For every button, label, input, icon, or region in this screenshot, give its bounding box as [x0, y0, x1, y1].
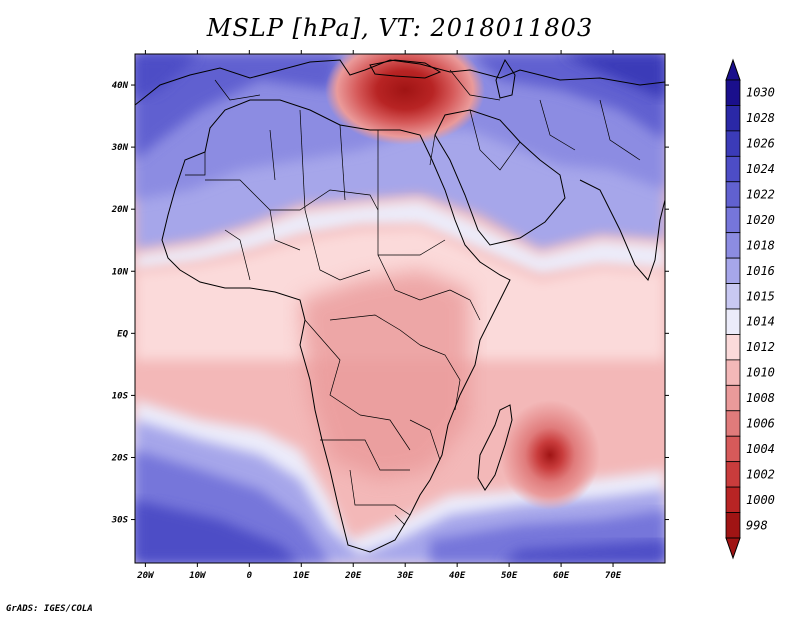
- colorbar-label: 1002: [746, 467, 775, 481]
- lon-tick-label: 0: [247, 571, 253, 581]
- caspian-coastline: [495, 58, 516, 99]
- colorbar-label: 1020: [746, 213, 775, 227]
- lon-tick-label: 60E: [553, 571, 570, 581]
- colorbar-swatch: [725, 435, 741, 463]
- lat-tick-label: 20N: [111, 205, 129, 215]
- colorbar-swatch: [725, 486, 741, 513]
- lat-tick-label: 30S: [111, 516, 129, 526]
- colorbar-swatch: [725, 334, 741, 361]
- colorbar-swatch: [725, 79, 741, 106]
- lon-tick-label: 10W: [189, 571, 207, 581]
- coastlines: [135, 58, 665, 553]
- colorbar-swatch: [725, 181, 741, 208]
- lon-tick-label: 40E: [449, 571, 466, 581]
- colorbar-label: 1022: [746, 188, 775, 202]
- chart-title: MSLP [hPa], VT: 2018011803: [206, 14, 594, 42]
- colorbar-label: 1015: [746, 289, 775, 303]
- colorbar-swatch: [725, 155, 741, 183]
- lon-tick-label: 70E: [605, 571, 622, 581]
- colorbar-top-arrow: [725, 58, 741, 81]
- colorbar-label: 1008: [746, 391, 775, 405]
- colorbar-label: 1028: [746, 111, 775, 125]
- colorbar-swatch: [725, 359, 741, 386]
- colorbar-label: 998: [746, 518, 768, 532]
- map-frame: [134, 53, 666, 564]
- colorbar: 1030 1028 1026 1024 1022 1020 1018 1016 1015 1014…: [725, 58, 775, 560]
- madagascar-coastline: [477, 404, 513, 491]
- arabia-coastline: [434, 109, 566, 246]
- colorbar-swatch: [725, 512, 741, 539]
- colorbar-swatch: [725, 130, 741, 157]
- lat-tick-label: 20S: [111, 453, 129, 463]
- lat-tick-label: 30N: [111, 143, 129, 153]
- lat-tick-label: 10S: [112, 391, 129, 401]
- colorbar-label: 1014: [746, 315, 775, 329]
- lat-tick-label: EQ: [117, 329, 128, 339]
- colorbar-label: 1026: [746, 137, 775, 151]
- colorbar-bottom-arrow: [725, 537, 741, 560]
- colorbar-swatch: [725, 283, 741, 310]
- colorbar-swatch: [725, 410, 741, 437]
- lon-tick-label: 20W: [136, 571, 155, 581]
- lon-tick-label: 50E: [501, 571, 518, 581]
- europe-coastline: [135, 59, 665, 106]
- colorbar-label: 1006: [746, 417, 775, 431]
- colorbar-swatch: [725, 257, 741, 284]
- colorbar-label: 1000: [746, 493, 775, 507]
- colorbar-label: 1024: [746, 162, 775, 176]
- lat-tick-label: 40N: [112, 81, 129, 91]
- colorbar-swatch: [725, 308, 741, 335]
- colorbar-label: 1010: [746, 366, 775, 380]
- colorbar-label: 1016: [746, 264, 775, 278]
- colorbar-swatch: [725, 206, 741, 234]
- africa-coastline: [161, 99, 511, 553]
- colorbar-swatch: [725, 384, 741, 412]
- lon-tick-label: 20E: [344, 571, 362, 581]
- lon-tick-label: 10E: [293, 571, 310, 581]
- black-sea-coastline: [369, 59, 442, 79]
- colorbar-label: 1030: [746, 86, 775, 100]
- lat-tick-label: 10N: [112, 267, 129, 277]
- colorbar-swatch: [725, 105, 741, 132]
- lon-tick-label: 30E: [396, 571, 414, 581]
- colorbar-label: 1012: [746, 340, 775, 354]
- colorbar-swatch: [725, 232, 741, 259]
- india-coastline: [579, 179, 665, 281]
- pressure-field: [135, 54, 665, 563]
- credit-label: GrADS: IGES/COLA: [6, 604, 93, 614]
- country-borders: [185, 69, 641, 526]
- colorbar-swatch: [725, 461, 741, 488]
- colorbar-label: 1004: [746, 442, 775, 456]
- axes: 40N 30N 20N 10N EQ 10S 20S 30S 20W 10W 0 10E 20E 30E 4…: [111, 50, 669, 581]
- colorbar-label: 1018: [746, 238, 775, 252]
